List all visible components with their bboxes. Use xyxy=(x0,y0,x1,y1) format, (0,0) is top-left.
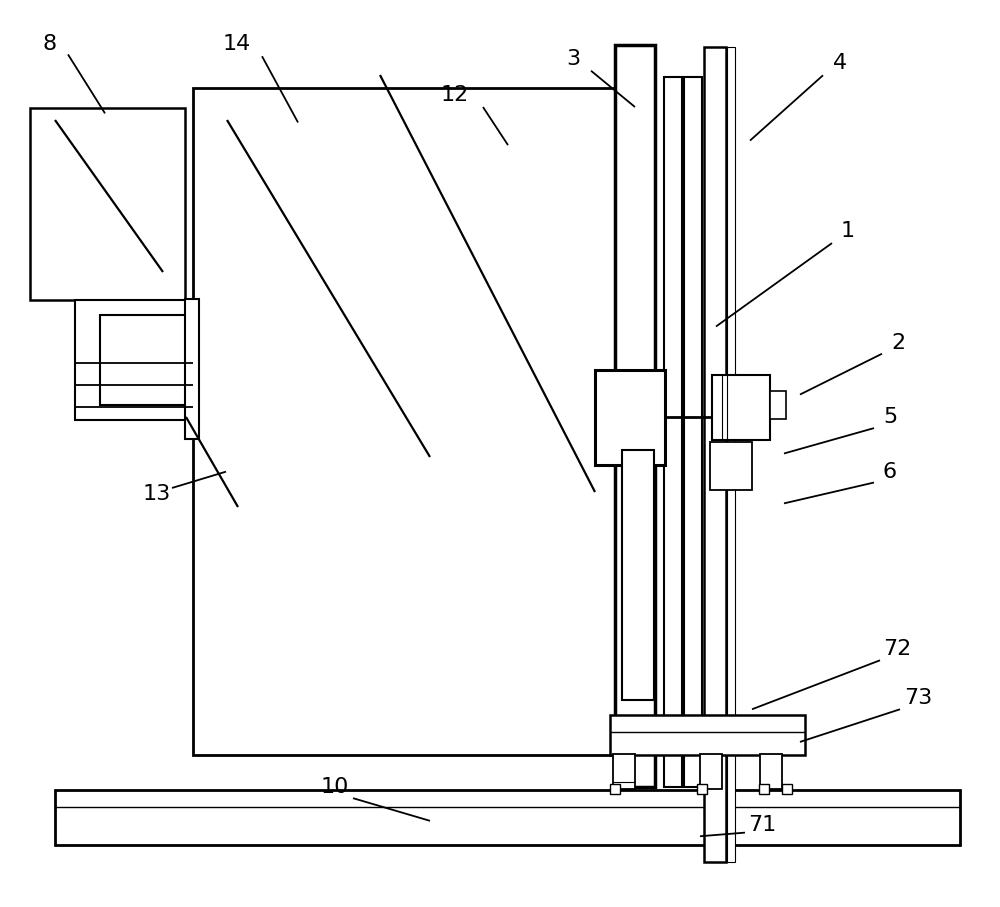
Bar xyxy=(684,77,702,787)
Bar xyxy=(100,315,195,405)
Bar xyxy=(55,790,960,845)
Bar xyxy=(193,88,620,755)
Bar xyxy=(760,754,782,789)
Bar xyxy=(595,370,665,465)
Text: 6: 6 xyxy=(883,462,897,482)
Bar xyxy=(710,442,752,490)
Text: 3: 3 xyxy=(566,49,580,69)
Bar xyxy=(782,784,792,794)
Bar xyxy=(700,754,722,789)
Text: 12: 12 xyxy=(441,85,469,105)
Text: 72: 72 xyxy=(883,639,911,658)
Text: 10: 10 xyxy=(321,777,349,797)
Text: 13: 13 xyxy=(143,484,171,504)
Bar xyxy=(727,47,735,862)
Bar xyxy=(622,450,654,700)
Bar xyxy=(75,300,195,420)
Bar xyxy=(697,784,707,794)
Bar xyxy=(613,754,635,789)
Bar xyxy=(615,45,655,787)
Text: 73: 73 xyxy=(904,688,932,708)
Bar xyxy=(770,391,786,419)
Text: 1: 1 xyxy=(841,221,855,241)
Bar xyxy=(704,47,726,862)
Bar xyxy=(759,784,769,794)
Text: 14: 14 xyxy=(223,34,251,54)
Text: 71: 71 xyxy=(748,815,776,835)
Bar xyxy=(30,108,185,300)
Bar xyxy=(610,784,620,794)
Bar xyxy=(610,715,805,755)
Text: 5: 5 xyxy=(883,407,897,427)
Text: 4: 4 xyxy=(833,54,847,73)
Text: 2: 2 xyxy=(891,333,905,353)
Bar xyxy=(664,77,682,787)
Text: 8: 8 xyxy=(43,34,57,54)
Bar xyxy=(712,375,770,440)
Bar xyxy=(185,299,199,439)
